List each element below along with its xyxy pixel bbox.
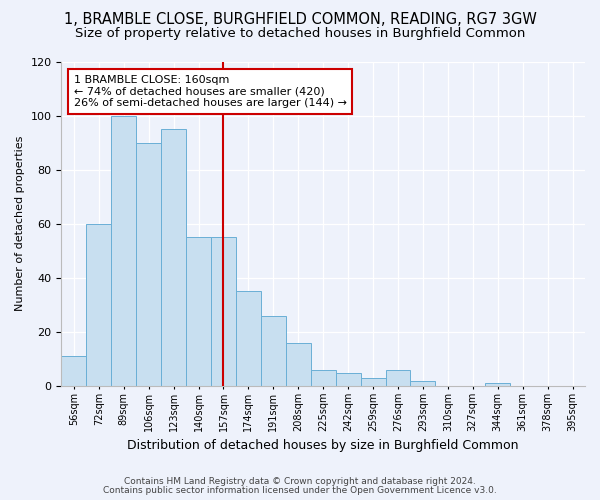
Text: 1 BRAMBLE CLOSE: 160sqm
← 74% of detached houses are smaller (420)
26% of semi-d: 1 BRAMBLE CLOSE: 160sqm ← 74% of detache… [74,75,347,108]
Bar [286,343,311,386]
Bar [211,238,236,386]
Bar [261,316,286,386]
Bar [311,370,335,386]
Text: Size of property relative to detached houses in Burghfield Common: Size of property relative to detached ho… [75,28,525,40]
X-axis label: Distribution of detached houses by size in Burghfield Common: Distribution of detached houses by size … [127,440,519,452]
Bar [61,356,86,386]
Bar [361,378,386,386]
Bar [136,142,161,386]
Bar [485,384,510,386]
Bar [410,380,436,386]
Bar [335,372,361,386]
Bar [86,224,111,386]
Text: Contains public sector information licensed under the Open Government Licence v3: Contains public sector information licen… [103,486,497,495]
Text: 1, BRAMBLE CLOSE, BURGHFIELD COMMON, READING, RG7 3GW: 1, BRAMBLE CLOSE, BURGHFIELD COMMON, REA… [64,12,536,28]
Bar [386,370,410,386]
Bar [186,238,211,386]
Bar [111,116,136,386]
Bar [236,292,261,386]
Bar [161,129,186,386]
Y-axis label: Number of detached properties: Number of detached properties [15,136,25,312]
Text: Contains HM Land Registry data © Crown copyright and database right 2024.: Contains HM Land Registry data © Crown c… [124,477,476,486]
